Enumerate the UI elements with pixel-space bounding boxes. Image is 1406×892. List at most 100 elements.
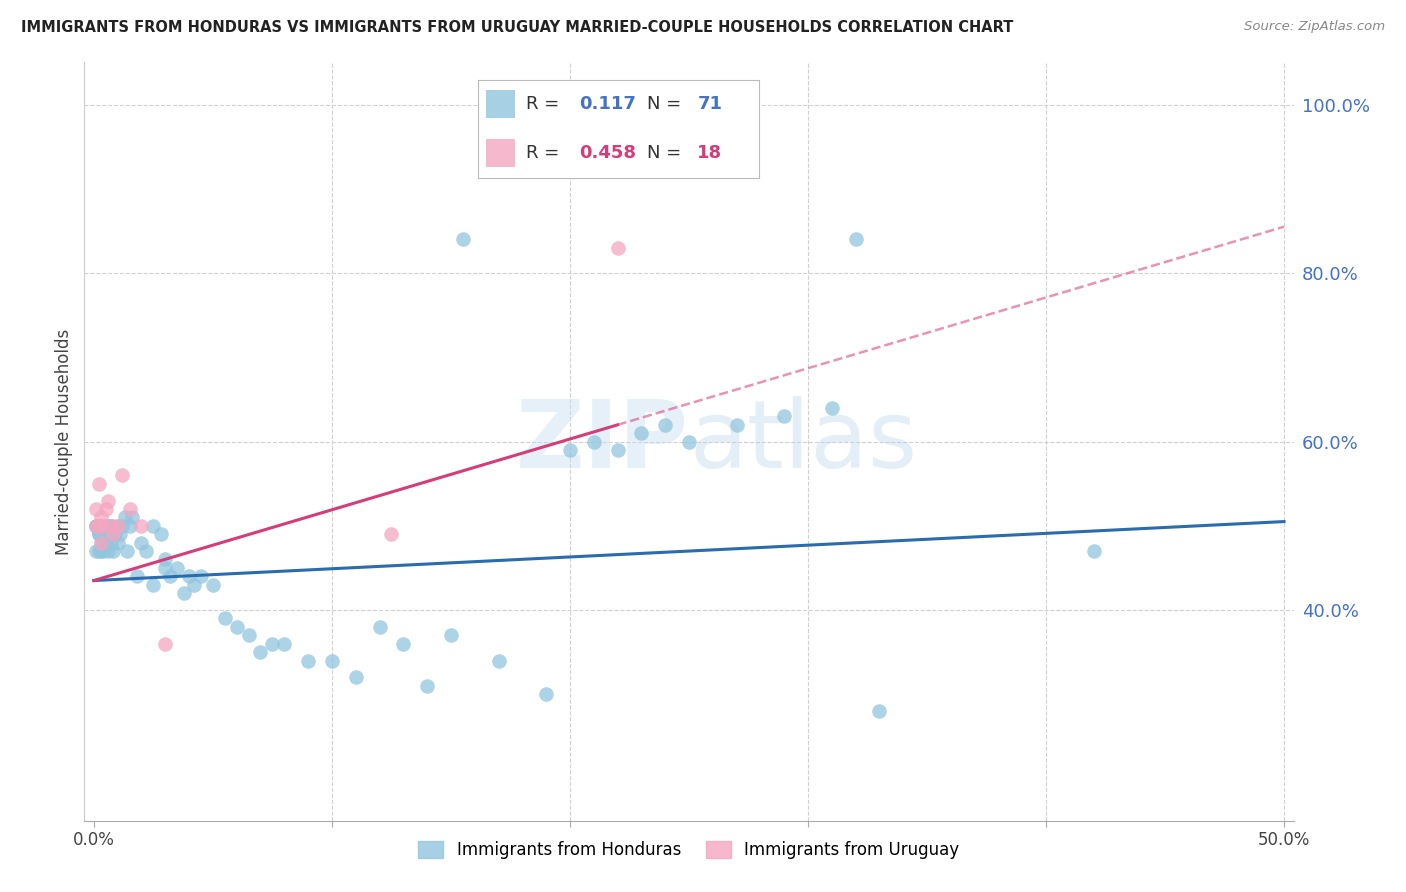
Point bbox=[101, 527, 124, 541]
Point bbox=[868, 704, 890, 718]
Point bbox=[534, 687, 557, 701]
Point bbox=[111, 518, 134, 533]
Point bbox=[94, 535, 117, 549]
Point bbox=[249, 645, 271, 659]
Point bbox=[93, 535, 115, 549]
Point bbox=[262, 637, 284, 651]
Point bbox=[118, 502, 141, 516]
Point bbox=[101, 518, 124, 533]
Point bbox=[84, 518, 107, 533]
Point bbox=[155, 637, 177, 651]
Point bbox=[131, 535, 153, 549]
Point bbox=[121, 510, 143, 524]
Point bbox=[558, 442, 581, 457]
Point bbox=[104, 527, 127, 541]
Point bbox=[173, 586, 195, 600]
Point bbox=[142, 518, 165, 533]
Point bbox=[100, 518, 122, 533]
Point bbox=[90, 544, 112, 558]
Point bbox=[297, 654, 319, 668]
Point bbox=[238, 628, 260, 642]
Point bbox=[84, 518, 107, 533]
Point bbox=[90, 535, 112, 549]
Point bbox=[93, 518, 115, 533]
Point bbox=[94, 502, 117, 516]
Point bbox=[118, 518, 141, 533]
Point bbox=[190, 569, 212, 583]
Point bbox=[159, 569, 181, 583]
Point bbox=[94, 518, 117, 533]
Point bbox=[84, 518, 107, 533]
Text: Source: ZipAtlas.com: Source: ZipAtlas.com bbox=[1244, 20, 1385, 33]
Text: R =: R = bbox=[526, 144, 560, 161]
Point bbox=[90, 518, 112, 533]
Text: R =: R = bbox=[526, 95, 560, 112]
Point bbox=[630, 426, 652, 441]
Point bbox=[344, 670, 367, 684]
Point bbox=[108, 527, 131, 541]
Point bbox=[380, 527, 402, 541]
Bar bbox=[486, 90, 515, 118]
Point bbox=[135, 544, 157, 558]
Point bbox=[392, 637, 415, 651]
Point bbox=[131, 518, 153, 533]
Text: N =: N = bbox=[647, 95, 681, 112]
Point bbox=[1083, 544, 1105, 558]
Point bbox=[214, 611, 236, 625]
Text: atlas: atlas bbox=[689, 395, 917, 488]
Point bbox=[606, 442, 628, 457]
Point bbox=[107, 518, 129, 533]
Point bbox=[94, 527, 117, 541]
Point bbox=[155, 552, 177, 566]
Text: IMMIGRANTS FROM HONDURAS VS IMMIGRANTS FROM URUGUAY MARRIED-COUPLE HOUSEHOLDS CO: IMMIGRANTS FROM HONDURAS VS IMMIGRANTS F… bbox=[21, 20, 1014, 35]
Text: 0.458: 0.458 bbox=[579, 144, 637, 161]
Point bbox=[773, 409, 796, 424]
Text: 18: 18 bbox=[697, 144, 723, 161]
Point bbox=[177, 569, 200, 583]
Point bbox=[111, 468, 134, 483]
Point bbox=[97, 544, 120, 558]
Text: 0.117: 0.117 bbox=[579, 95, 636, 112]
Point bbox=[273, 637, 295, 651]
Point bbox=[97, 518, 120, 533]
Point bbox=[87, 518, 110, 533]
Point bbox=[114, 510, 136, 524]
Point bbox=[142, 578, 165, 592]
Point bbox=[87, 518, 110, 533]
Point bbox=[115, 544, 138, 558]
Point bbox=[100, 518, 122, 533]
Text: N =: N = bbox=[647, 144, 681, 161]
Point bbox=[84, 502, 107, 516]
Legend: Immigrants from Honduras, Immigrants from Uruguay: Immigrants from Honduras, Immigrants fro… bbox=[412, 834, 966, 865]
Point bbox=[101, 544, 124, 558]
Point bbox=[845, 232, 868, 246]
Point bbox=[125, 569, 148, 583]
Point bbox=[183, 578, 205, 592]
Point bbox=[149, 527, 172, 541]
Point bbox=[90, 535, 112, 549]
Point bbox=[90, 510, 112, 524]
Point bbox=[155, 561, 177, 575]
Point bbox=[225, 620, 247, 634]
Point bbox=[488, 654, 510, 668]
Point bbox=[87, 476, 110, 491]
Point bbox=[678, 434, 700, 449]
Point bbox=[87, 527, 110, 541]
Text: 71: 71 bbox=[697, 95, 723, 112]
Bar bbox=[486, 139, 515, 167]
Point bbox=[821, 401, 844, 415]
Point bbox=[654, 417, 676, 432]
Point bbox=[582, 434, 605, 449]
Text: ZIP: ZIP bbox=[516, 395, 689, 488]
Point bbox=[368, 620, 391, 634]
Point bbox=[201, 578, 224, 592]
Point bbox=[93, 544, 115, 558]
Point bbox=[100, 535, 122, 549]
Point bbox=[97, 493, 120, 508]
Point bbox=[440, 628, 463, 642]
Point bbox=[87, 527, 110, 541]
Point bbox=[107, 535, 129, 549]
Point bbox=[84, 544, 107, 558]
Point bbox=[725, 417, 748, 432]
Point bbox=[87, 544, 110, 558]
